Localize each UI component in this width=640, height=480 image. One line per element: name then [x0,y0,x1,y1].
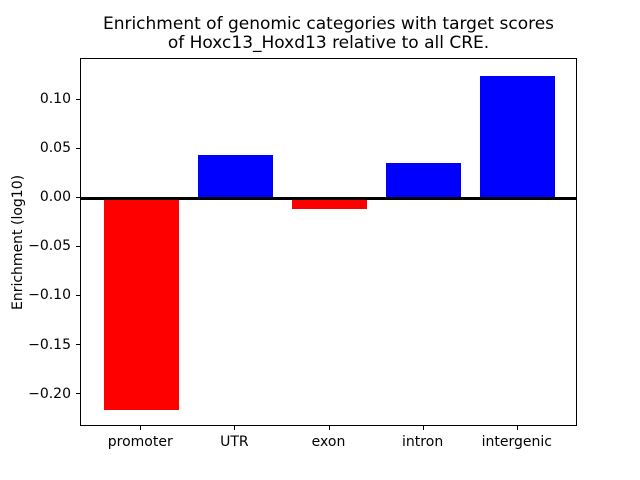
plot-area [80,58,577,426]
x-tick-mark [516,426,518,430]
bar-exon [291,198,368,210]
x-tick-label-intron: intron [402,434,444,450]
x-tick-label-UTR: UTR [220,434,249,450]
y-tick-mark [76,344,80,346]
x-tick-mark [328,426,330,430]
y-tick-label: −0.15 [28,336,71,353]
x-tick-label-intergenic: intergenic [481,434,552,450]
x-tick-mark [234,426,236,430]
bar-UTR [197,155,274,199]
bar-promoter [103,198,179,411]
x-tick-label-promoter: promoter [107,434,173,450]
y-tick-label: 0.00 [39,189,71,206]
y-tick-mark [76,245,80,247]
x-tick-mark [422,426,424,430]
bar-intergenic [480,75,556,199]
y-tick-mark [76,294,80,296]
x-tick-label-exon: exon [311,434,346,450]
chart-title: Enrichment of genomic categories with ta… [80,15,577,53]
zero-line [81,197,576,200]
chart-title-line1: Enrichment of genomic categories with ta… [102,14,555,34]
y-tick-label: 0.05 [39,140,71,157]
y-tick-label: −0.20 [28,385,71,402]
y-tick-label: −0.10 [28,287,71,304]
y-tick-label: 0.10 [39,91,71,108]
y-tick-mark [76,196,80,198]
x-tick-mark [140,426,142,430]
bar-intron [385,163,462,199]
y-tick-mark [76,393,80,395]
y-tick-mark [76,147,80,149]
y-tick-mark [76,98,80,100]
chart-title-line2: of Hoxc13_Hoxd13 relative to all CRE. [167,33,490,53]
y-tick-label: −0.05 [28,238,71,255]
